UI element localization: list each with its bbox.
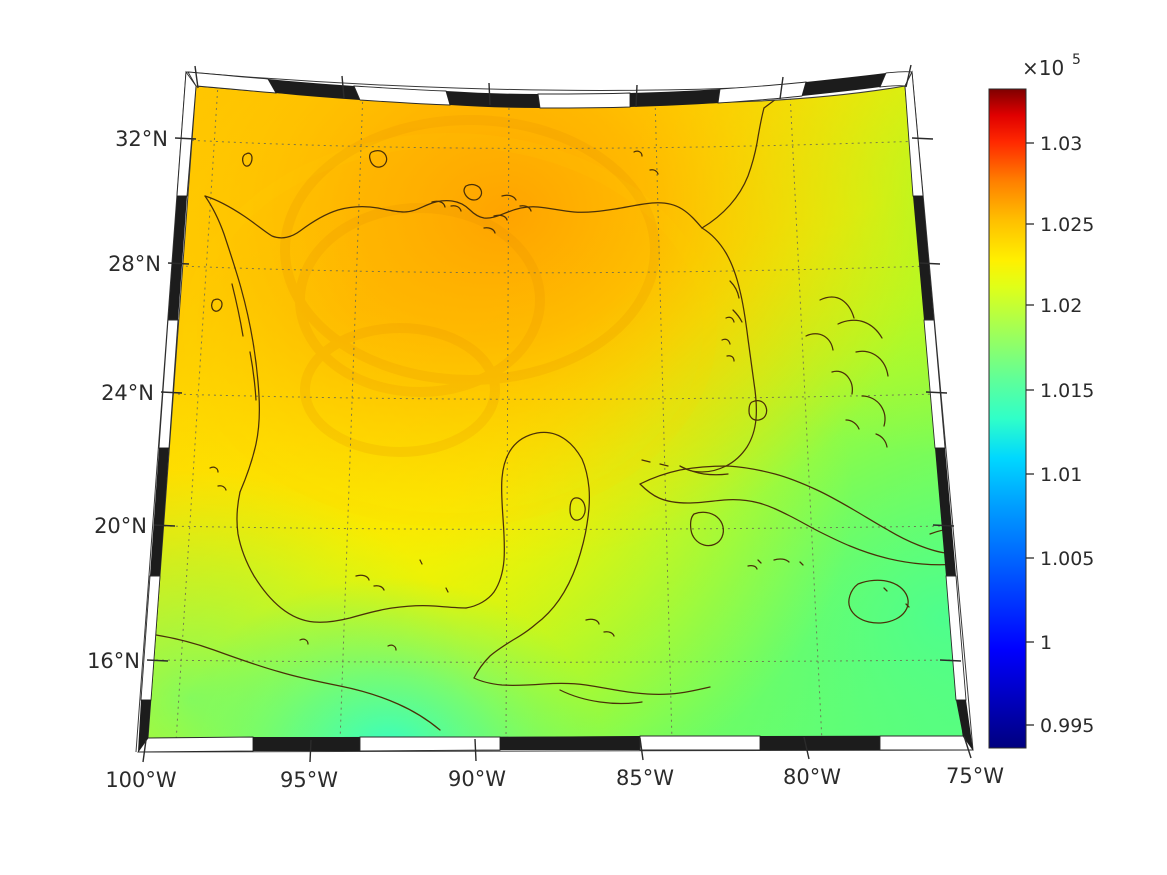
colorbar-gradient[interactable] [988,88,1027,749]
lon-label-5: 75°W [946,764,1004,788]
lon-label-1: 95°W [280,768,338,792]
lat-label-1: 28°N [108,252,161,276]
colorbar-ticks [1026,142,1034,726]
lon-label-3: 85°W [616,766,674,790]
longitude-tick-labels: 100°W 95°W 90°W 85°W 80°W 75°W [105,764,1004,792]
frame-left [138,70,197,752]
pressure-contour-band-outer [183,133,717,527]
axis-ticks [142,64,972,763]
lat-label-4: 16°N [87,649,140,673]
cb-label-2: 1.02 [1040,295,1082,317]
cb-label-0: 1.03 [1040,133,1082,155]
cb-label-1: 1.025 [1040,214,1094,236]
lon-label-4: 80°W [783,765,841,789]
map-frame [135,64,974,763]
lat-label-0: 32°N [115,127,168,151]
lon-label-2: 90°W [448,767,506,791]
pressure-field [148,86,963,744]
frame-top [187,71,913,109]
cb-label-5: 1.005 [1040,548,1094,570]
exponent-power: 5 [1072,52,1081,68]
map-plot-area: 32°N 28°N 24°N 20°N 16°N 100°W 95°W 90°W… [87,64,1004,792]
lat-label-3: 20°N [94,514,147,538]
cb-label-4: 1.01 [1040,464,1082,486]
coastlines [149,89,963,731]
cb-label-7: 0.995 [1040,715,1094,737]
colorbar-exponent-label: ×10 5 [1022,52,1081,80]
colorbar[interactable]: 1.03 1.025 1.02 1.015 1.01 1.005 1 0.995… [988,52,1094,749]
frame-bottom [137,735,974,753]
lat-label-2: 24°N [101,381,154,405]
cb-label-3: 1.015 [1040,380,1094,402]
colorbar-tick-labels: 1.03 1.025 1.02 1.015 1.01 1.005 1 0.995 [1040,133,1094,737]
lon-label-0: 100°W [105,768,177,792]
frame-right [904,70,973,750]
exponent-base: ×10 [1022,56,1064,80]
cb-label-6: 1 [1040,632,1052,654]
latitude-tick-labels: 32°N 28°N 24°N 20°N 16°N [87,127,168,673]
